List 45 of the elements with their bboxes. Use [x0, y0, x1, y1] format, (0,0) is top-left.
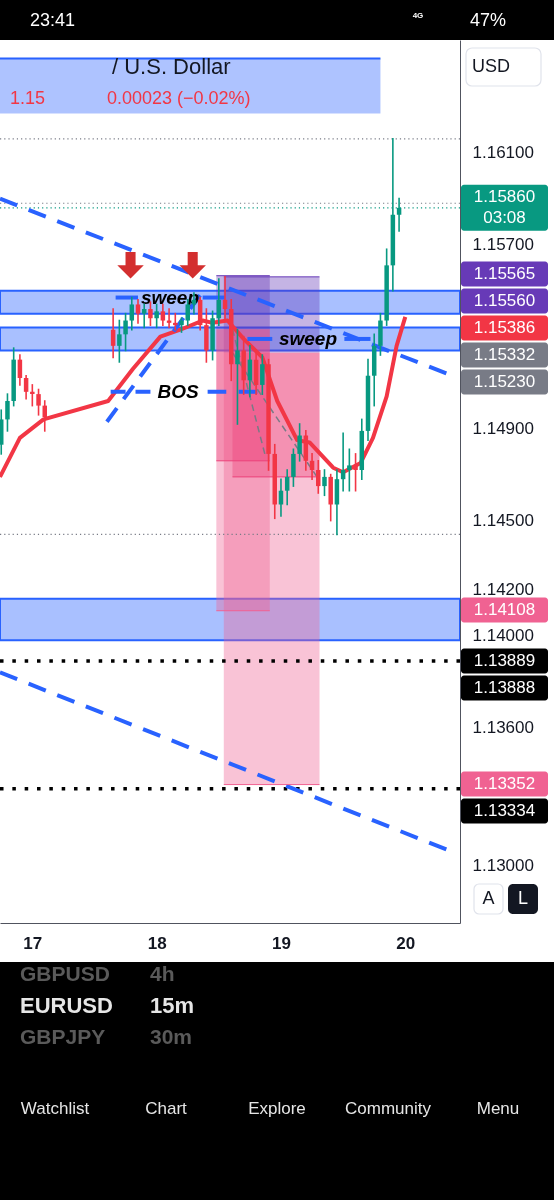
text: 1.15565 [473, 264, 536, 283]
text: 47% [470, 10, 507, 30]
y-tick-label: 1.14900 [472, 419, 534, 439]
ref-line-label: 1.13889 [473, 651, 536, 671]
text: / U.S. Dollar [112, 54, 231, 79]
text: 1.13352 [473, 774, 536, 793]
annotation: sweep [278, 328, 338, 349]
text: 1.15560 [473, 291, 536, 310]
text: Watchlist [20, 1099, 90, 1118]
text: A [482, 888, 495, 908]
text: 4h [150, 962, 175, 985]
text: Menu [476, 1099, 520, 1118]
y-tick-label: 1.14000 [472, 626, 534, 646]
y-tick-label: 1.15700 [472, 235, 534, 255]
text: 30m [150, 1025, 193, 1048]
text: Community [345, 1099, 432, 1118]
text: USD [472, 56, 511, 76]
y-tick-label: 1.13000 [472, 856, 534, 876]
x-tick-label: 20 [396, 933, 416, 953]
text: 15m [150, 993, 195, 1018]
x-tick-label: 17 [23, 933, 43, 953]
text: Explore [248, 1099, 306, 1118]
y-tick-label: 1.13600 [472, 718, 534, 738]
x-tick-label: 19 [272, 933, 291, 953]
text: Chart [145, 1099, 188, 1118]
text: 1.13888 [473, 678, 536, 698]
x-tick-label: 18 [147, 933, 167, 953]
text: GBPUSD [20, 962, 110, 985]
text: EURUSD [20, 993, 113, 1018]
y-tick-label: 1.16100 [472, 143, 534, 163]
text: 1.15230 [473, 372, 536, 391]
annotation: 0.00023 (−0.02%) [107, 88, 251, 108]
y-tick-label: 1.14500 [472, 511, 534, 531]
annotation: BOS [157, 381, 199, 402]
text: L [517, 888, 529, 908]
text: 1.14108 [473, 600, 536, 619]
text: GBPJPY [20, 1025, 106, 1048]
ref-line-label: 1.13334 [473, 801, 536, 820]
text: 4G [412, 11, 424, 20]
ref-line-label: 1.15860 03:08 [473, 187, 536, 228]
text: 1.15386 [473, 318, 536, 337]
y-tick-label: 1.14200 [472, 580, 534, 600]
annotation: 1.15 [10, 88, 46, 108]
text: 1.15332 [473, 345, 536, 364]
text: 23:41 [30, 10, 76, 30]
